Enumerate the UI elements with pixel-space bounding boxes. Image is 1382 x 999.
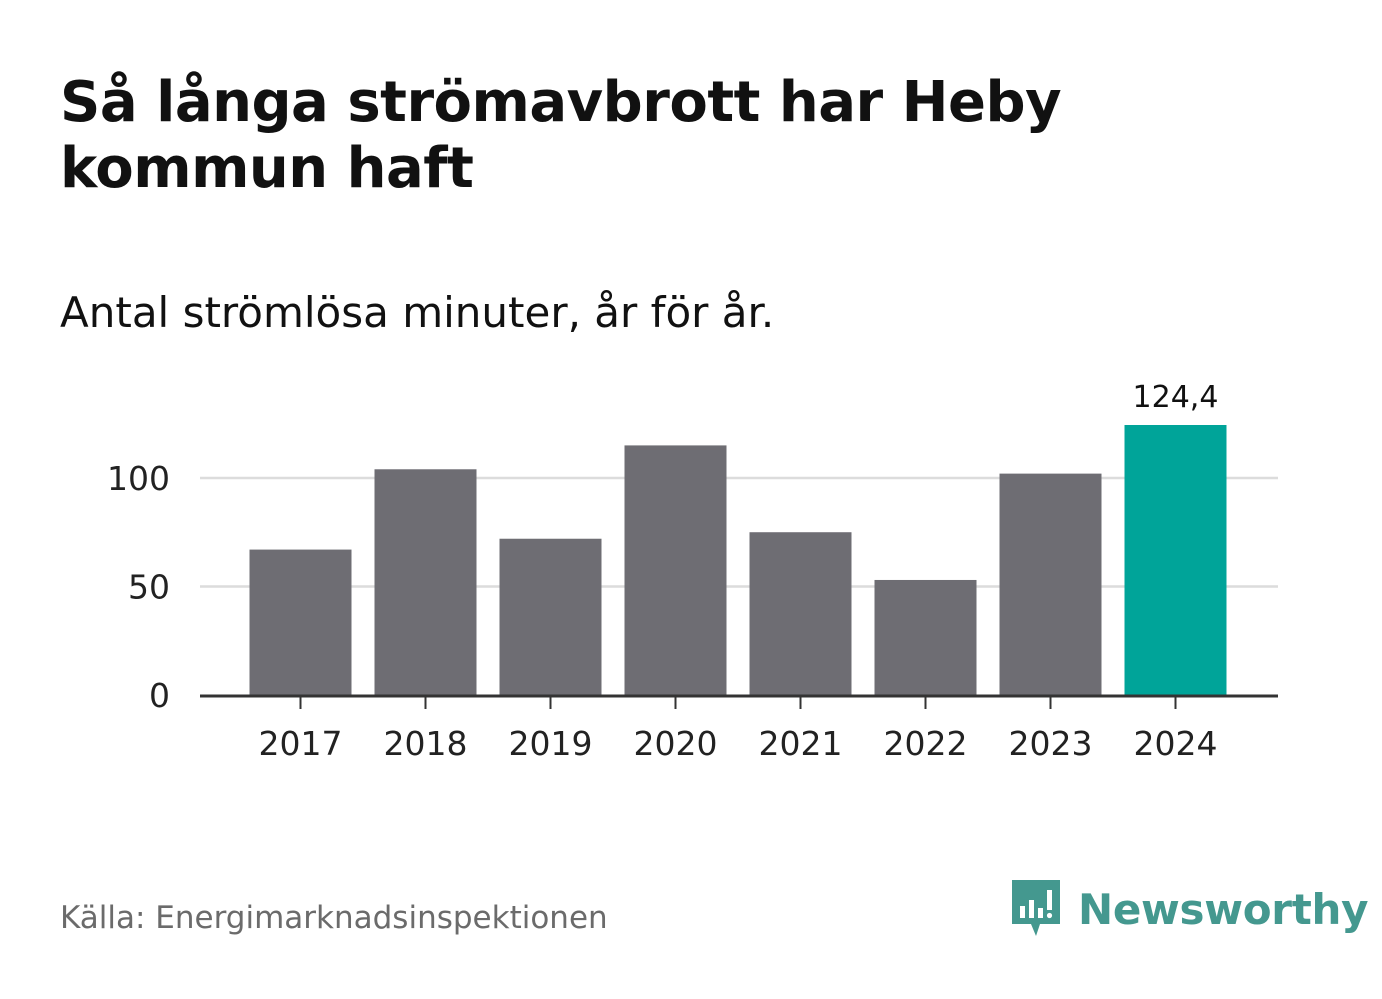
x-tick-label: 2018 bbox=[384, 724, 468, 763]
bar-2022 bbox=[874, 579, 977, 695]
x-tick-label: 2024 bbox=[1134, 724, 1218, 763]
x-tick-label: 2021 bbox=[759, 724, 843, 763]
newsworthy-logo-icon bbox=[1012, 880, 1060, 936]
y-axis-ticks: 0 50 100 bbox=[107, 459, 170, 715]
gridlines bbox=[200, 476, 1278, 588]
bars bbox=[249, 425, 1227, 695]
bar-2021 bbox=[749, 532, 852, 695]
source-note: Källa: Energimarknadsinspektionen bbox=[60, 900, 608, 936]
brand: Newsworthy bbox=[1010, 878, 1368, 940]
data-labels: 124,4 bbox=[1133, 380, 1219, 415]
x-tick-label: 2019 bbox=[509, 724, 593, 763]
bar-2018 bbox=[374, 469, 477, 695]
x-tick-label: 2023 bbox=[1009, 724, 1093, 763]
bar-2017 bbox=[249, 549, 352, 695]
bar-2024 bbox=[1124, 425, 1227, 695]
bar-2020 bbox=[624, 445, 727, 695]
x-axis: 2017 2018 2019 2020 2021 2022 2023 2024 bbox=[200, 694, 1278, 763]
chart-title: Så långa strömavbrott har Heby kommun ha… bbox=[60, 70, 1062, 201]
data-label: 124,4 bbox=[1133, 380, 1219, 415]
chart-subtitle: Antal strömlösa minuter, år för år. bbox=[60, 288, 775, 337]
x-tick-label: 2022 bbox=[884, 724, 968, 763]
y-tick-label: 0 bbox=[149, 676, 170, 715]
bar-2019 bbox=[499, 538, 602, 695]
bar-2023 bbox=[999, 473, 1102, 695]
x-tick-label: 2017 bbox=[259, 724, 343, 763]
bar-chart: 0 50 100 124,4 2017 2018 2019 2020 2021 2022 202… bbox=[107, 380, 1278, 763]
y-tick-label: 50 bbox=[128, 567, 170, 606]
y-tick-label: 100 bbox=[107, 459, 170, 498]
x-tick-label: 2020 bbox=[634, 724, 718, 763]
brand-name: Newsworthy bbox=[1078, 884, 1369, 934]
